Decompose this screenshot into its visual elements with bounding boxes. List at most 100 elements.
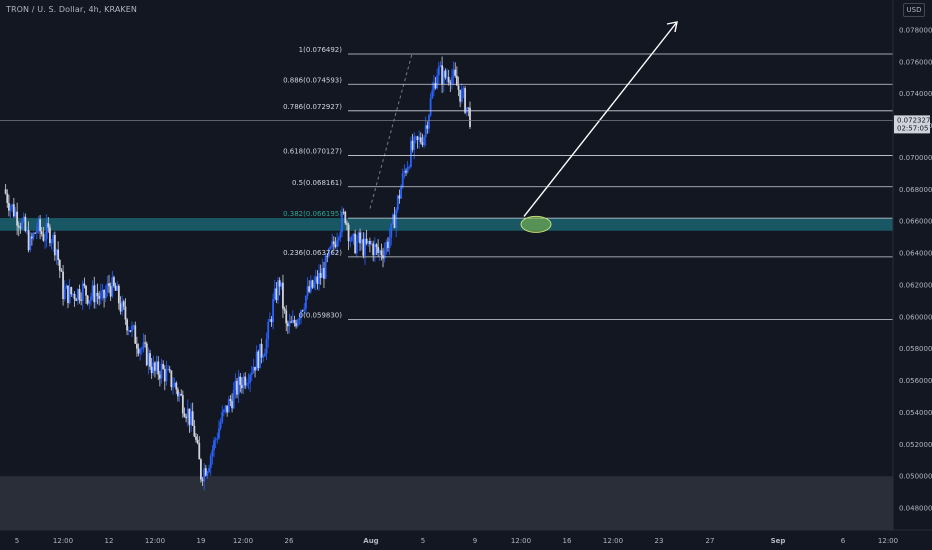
candle-body: [352, 233, 355, 237]
candle-body: [76, 289, 79, 302]
candle-body: [73, 293, 76, 300]
time-axis[interactable]: 5 12:00 12 12:00 19 12:00 26 Aug 5 9 12:00 16 12:00 2…: [0, 529, 932, 545]
candle-body: [286, 323, 289, 327]
candle-body: [447, 77, 450, 83]
price-tick-label: 0.062000: [899, 281, 932, 289]
candle-body: [175, 382, 178, 390]
candle-body: [449, 82, 452, 84]
fib-retracement[interactable]: 1(0.076492) 0.886(0.074593) 0.786(0.072927…: [283, 46, 893, 320]
arrow-shaft: [523, 21, 678, 217]
candle-body: [250, 372, 253, 376]
candle-body: [222, 409, 225, 413]
target-ellipse[interactable]: [520, 215, 552, 233]
candle-body: [295, 323, 297, 327]
candle-body: [63, 288, 66, 300]
fib-level-label: 0.236(0.063762): [283, 249, 342, 257]
candle-body: [395, 209, 398, 229]
candle-body: [218, 428, 220, 439]
candle-body: [104, 291, 107, 299]
candle-body: [140, 348, 143, 350]
candle-body: [419, 137, 422, 143]
candle-body: [327, 248, 330, 256]
candle-body: [49, 227, 51, 243]
candle-body: [433, 82, 435, 91]
price-axis[interactable]: 0.0780000.0760000.0740000.0720000.070000…: [892, 0, 932, 530]
candle-body: [221, 412, 224, 423]
candle-body: [177, 389, 179, 397]
candle-body: [441, 65, 444, 85]
candle-body: [245, 383, 248, 386]
projection-arrow[interactable]: [523, 21, 678, 217]
candle-body: [137, 348, 140, 354]
candle-body: [469, 107, 471, 127]
candle-body: [47, 223, 50, 228]
candle-body: [75, 299, 78, 302]
candle-body: [254, 366, 256, 371]
candle-body: [201, 479, 204, 482]
candle-body: [86, 295, 89, 304]
candle-body: [22, 216, 25, 221]
candle-body: [94, 292, 97, 303]
candle-body: [344, 211, 347, 224]
time-tick-label: Aug: [363, 537, 378, 545]
candle-body: [109, 286, 112, 297]
candle-body: [272, 299, 274, 323]
candle-body: [45, 223, 48, 240]
candle-body: [103, 289, 105, 299]
candle-body: [249, 375, 252, 383]
candle-body: [224, 405, 227, 410]
candle-body: [401, 173, 404, 187]
price-tick-label: 0.056000: [899, 377, 932, 385]
candle-body: [50, 242, 53, 244]
candle-body: [309, 280, 312, 292]
candle-body: [329, 246, 332, 249]
candle-body: [85, 285, 87, 296]
candle-body: [306, 286, 309, 296]
candle-body: [178, 393, 181, 397]
candle-body: [172, 386, 174, 388]
candle-body: [149, 353, 151, 367]
currency-badge[interactable]: USD: [903, 3, 925, 17]
candle-body: [154, 362, 156, 371]
price-tick-label: 0.060000: [899, 313, 932, 321]
candle-body: [132, 325, 135, 327]
candle-body: [390, 223, 393, 238]
candle-body: [388, 237, 391, 249]
fib-level-label: 1(0.076492): [299, 46, 343, 54]
candle-body: [383, 250, 386, 259]
candle-body: [291, 319, 294, 323]
candle-body: [60, 270, 63, 272]
candle-body: [314, 276, 317, 283]
candle-body: [198, 443, 201, 460]
candle-body: [206, 472, 209, 476]
candle-body: [350, 236, 353, 241]
candle-body: [35, 229, 38, 234]
candle-body: [355, 240, 358, 254]
time-tick-label: 12:00: [233, 537, 253, 545]
candle-body: [9, 207, 12, 211]
candle-body: [213, 440, 215, 451]
candle-body: [372, 243, 375, 256]
candle-body: [114, 285, 117, 291]
candle-body: [265, 339, 268, 354]
candle-body: [301, 310, 304, 312]
candle-body: [98, 295, 101, 299]
candle-body: [247, 382, 250, 384]
candle-body: [429, 98, 432, 116]
candle-body: [293, 319, 296, 324]
candle-body: [116, 285, 119, 291]
price-tag-bg: [894, 115, 930, 134]
candle-body: [39, 219, 41, 232]
time-tick-label: 12:00: [878, 537, 898, 545]
candle-body: [40, 231, 43, 235]
candle-body: [391, 214, 394, 224]
candle-body: [268, 319, 271, 322]
candle-body: [273, 288, 276, 300]
candle-body: [396, 195, 399, 210]
candle-body: [234, 380, 237, 390]
candle-body: [113, 277, 115, 286]
arrow-head: [666, 21, 678, 33]
candle-body: [108, 283, 110, 287]
